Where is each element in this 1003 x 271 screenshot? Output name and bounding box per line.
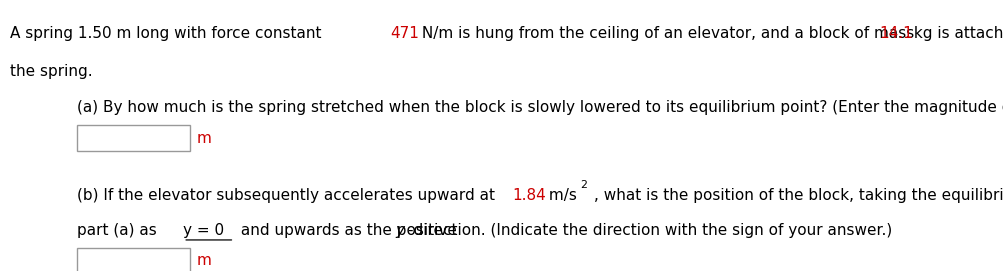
Text: m/s: m/s	[544, 188, 577, 203]
Text: m: m	[197, 131, 212, 146]
Text: 14.1: 14.1	[878, 26, 912, 41]
Text: -direction. (Indicate the direction with the sign of your answer.): -direction. (Indicate the direction with…	[407, 223, 891, 238]
Text: 471: 471	[389, 26, 418, 41]
Bar	[77, 248, 190, 271]
Text: A spring 1.50 m long with force constant: A spring 1.50 m long with force constant	[10, 26, 326, 41]
Text: 2: 2	[579, 180, 586, 190]
Text: N/m is hung from the ceiling of an elevator, and a block of mass: N/m is hung from the ceiling of an eleva…	[417, 26, 919, 41]
Text: y: y	[395, 223, 404, 238]
Text: m: m	[197, 253, 212, 268]
Bar	[77, 125, 190, 151]
Text: y = 0: y = 0	[183, 223, 224, 238]
Text: part (a) as: part (a) as	[77, 223, 161, 238]
Text: (b) If the elevator subsequently accelerates upward at: (b) If the elevator subsequently acceler…	[77, 188, 499, 203]
Text: and upwards as the positive: and upwards as the positive	[236, 223, 461, 238]
Text: , what is the position of the block, taking the equilibrium position found in: , what is the position of the block, tak…	[593, 188, 1003, 203]
Text: kg is attached to the bottom of: kg is attached to the bottom of	[909, 26, 1003, 41]
Text: 1.84: 1.84	[512, 188, 545, 203]
Text: (a) By how much is the spring stretched when the block is slowly lowered to its : (a) By how much is the spring stretched …	[77, 100, 1003, 115]
Text: the spring.: the spring.	[10, 64, 92, 79]
